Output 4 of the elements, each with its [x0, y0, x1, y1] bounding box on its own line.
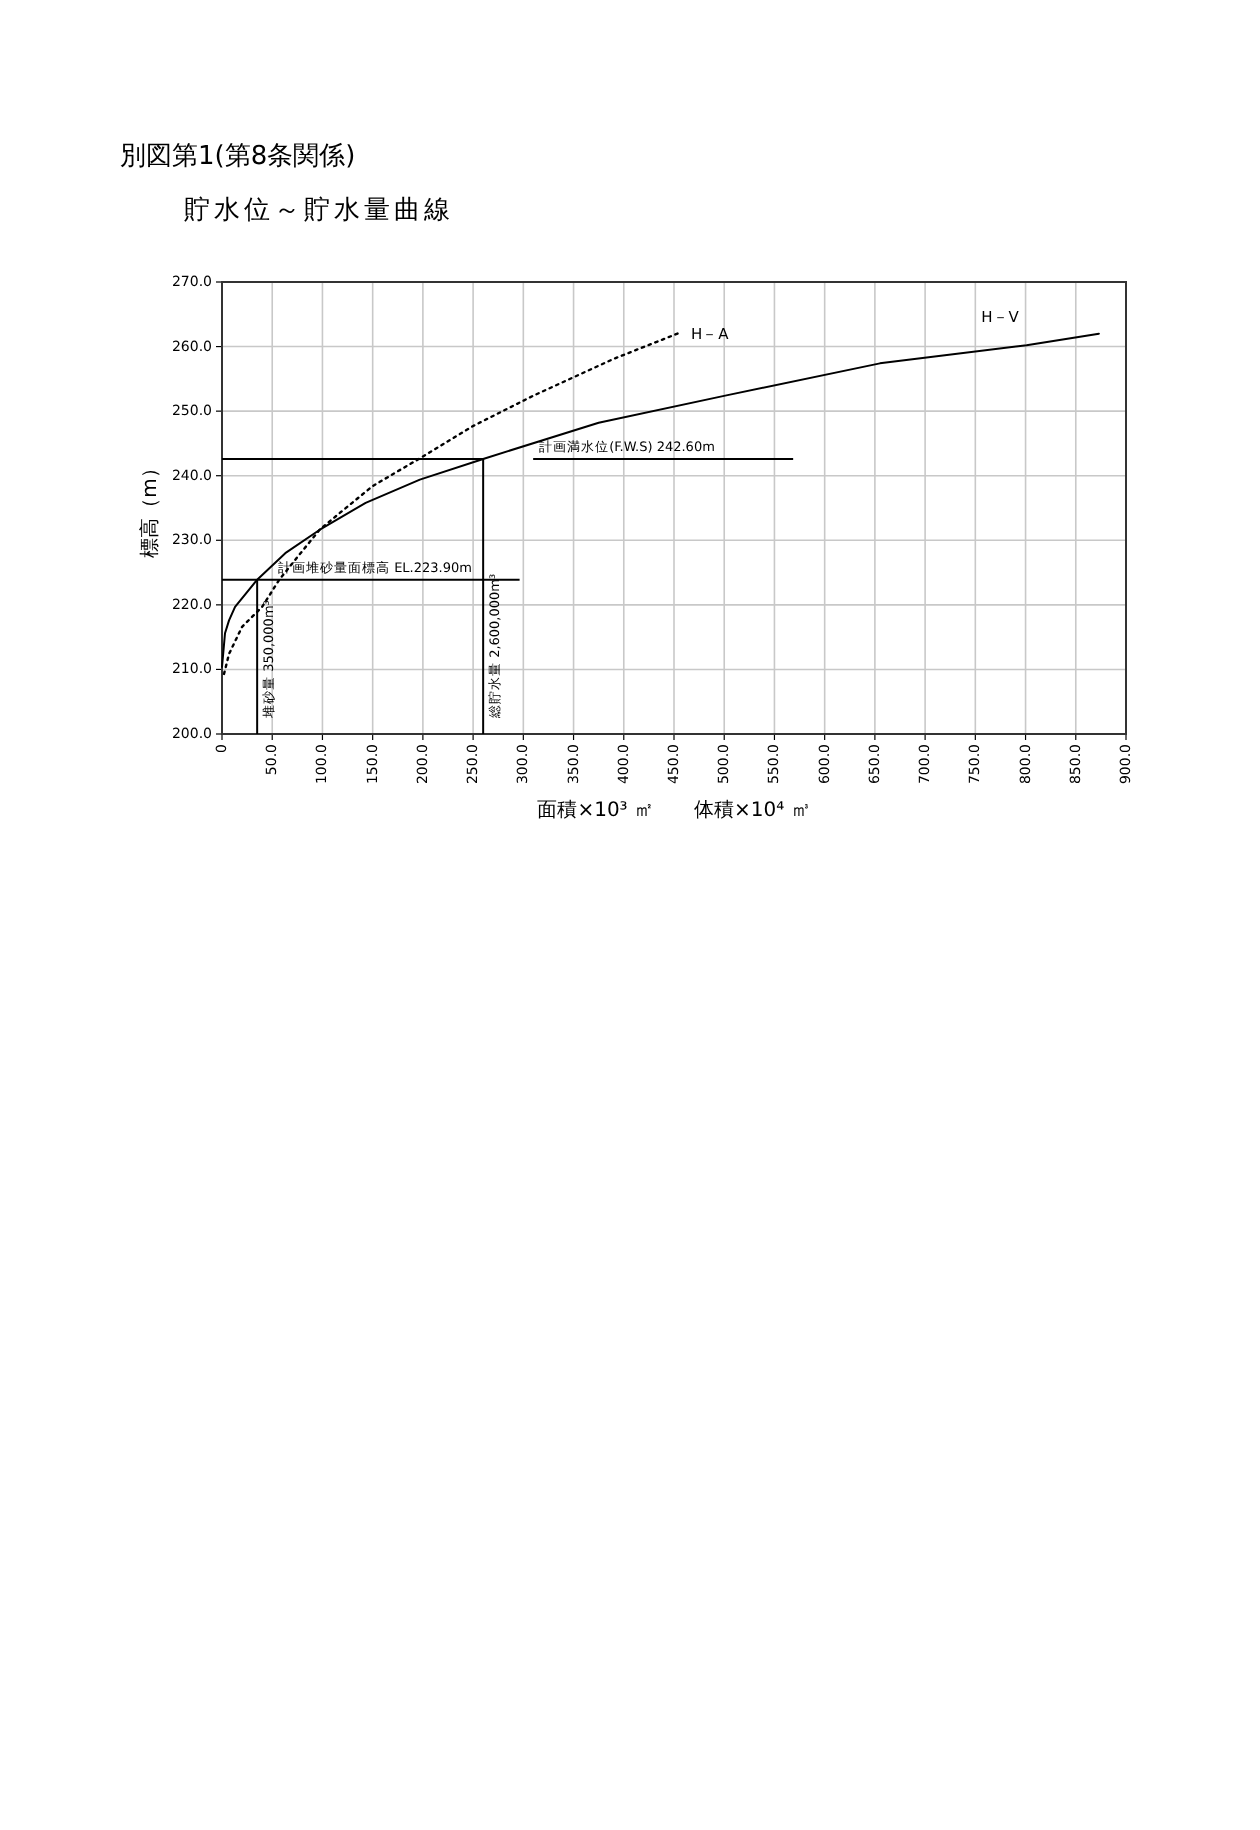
ylabel: 標高（m） — [140, 458, 162, 558]
annotation: 別図第1(第8条関係) — [120, 142, 356, 172]
xlabel: 面積×10³ ㎡ 体積×10⁴ ㎥ — [537, 800, 811, 822]
title: 貯水位～貯水量曲線 — [184, 196, 454, 226]
